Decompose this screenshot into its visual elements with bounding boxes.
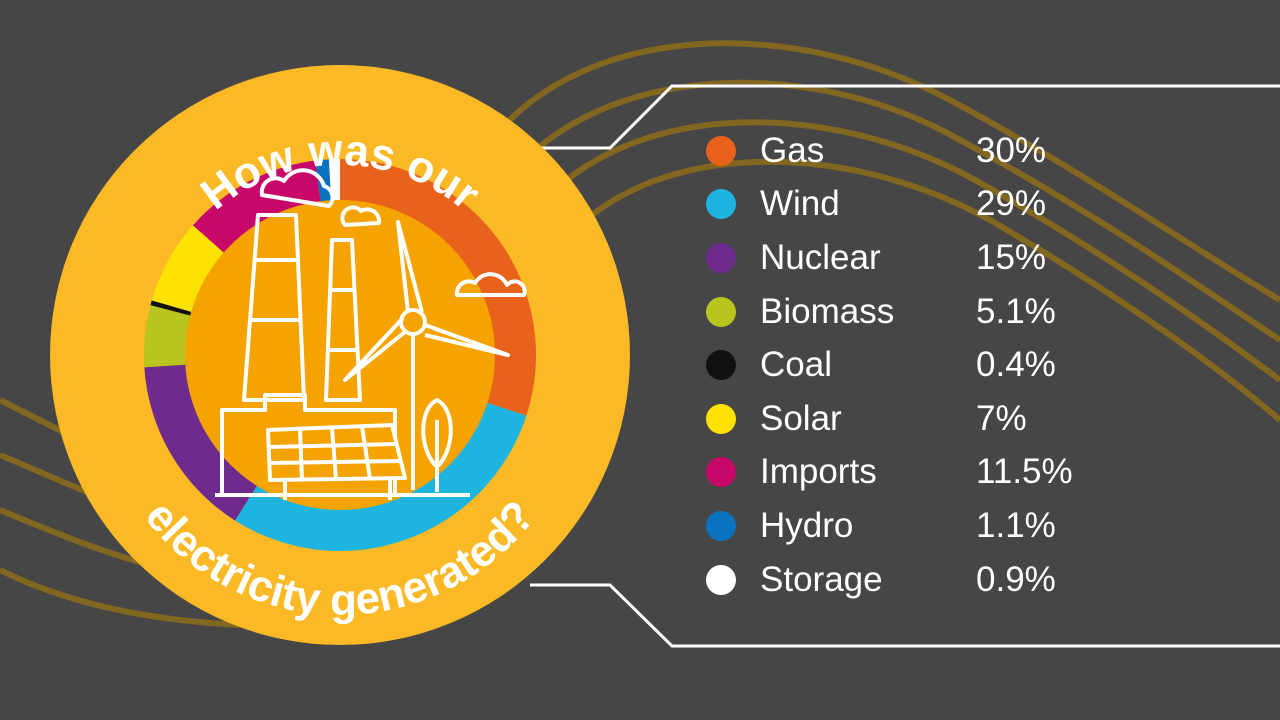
wave-line xyxy=(0,567,241,628)
smoke-cloud-icon xyxy=(340,205,382,227)
legend-label: Nuclear xyxy=(760,237,881,277)
legend-label: Storage xyxy=(760,559,883,599)
wave-line xyxy=(497,40,1280,303)
turbine-blade xyxy=(396,220,424,313)
wave-line xyxy=(542,119,1280,383)
legend-value: 5.1% xyxy=(976,291,1056,331)
tree-icon xyxy=(421,398,453,467)
donut-slice-imports xyxy=(192,160,323,263)
legend-swatch xyxy=(706,457,736,488)
legend-label: Solar xyxy=(760,398,842,438)
legend-swatch xyxy=(706,242,736,273)
solar-panel-grid xyxy=(330,427,338,480)
legend-swatch xyxy=(706,296,736,327)
frame-top-line xyxy=(535,84,1280,150)
turbine-blade xyxy=(424,323,510,357)
legend-value: 11.5% xyxy=(976,452,1073,492)
legend-item-imports: Imports 11.5% xyxy=(706,446,1126,500)
legend-label: Imports xyxy=(760,452,877,492)
legend-item-coal: Coal 0.4% xyxy=(706,338,1126,392)
legend-item-hydro: Hydro 1.1% xyxy=(706,499,1126,553)
legend-item-solar: Solar 7% xyxy=(706,392,1126,446)
legend-label: Coal xyxy=(760,345,832,385)
wave-line xyxy=(567,158,1280,423)
legend-swatch xyxy=(706,564,736,595)
legend-item-biomass: Biomass 5.1% xyxy=(706,285,1126,339)
legend-value: 15% xyxy=(976,237,1047,277)
legend-item-wind: Wind 29% xyxy=(706,178,1126,232)
legend-item-nuclear: Nuclear 15% xyxy=(706,231,1126,285)
legend: Gas 30% Wind 29% Nuclear 15% Biomass 5.1% Coal 0.… xyxy=(706,124,1126,606)
legend-label: Gas xyxy=(760,130,825,170)
donut-slice-nuclear xyxy=(144,363,265,521)
frame-bottom-line xyxy=(530,583,1280,648)
turbine-blade xyxy=(343,316,407,382)
donut-slice-wind xyxy=(234,398,527,551)
legend-swatch xyxy=(706,510,736,541)
wave-line xyxy=(517,79,1280,343)
legend-item-storage: Storage 0.9% xyxy=(706,553,1126,607)
legend-value: 0.4% xyxy=(976,345,1056,385)
legend-value: 7% xyxy=(976,398,1027,438)
legend-swatch xyxy=(706,189,736,220)
inner-disc xyxy=(185,200,495,510)
legend-label: Biomass xyxy=(760,291,895,331)
legend-frame xyxy=(530,84,1280,648)
legend-swatch xyxy=(706,135,736,166)
legend-value: 0.9% xyxy=(976,559,1056,599)
smoke-cloud-icon xyxy=(259,168,335,208)
building-icon xyxy=(220,393,397,495)
legend-value: 29% xyxy=(976,184,1047,224)
solar-panel-grid xyxy=(360,425,372,480)
legend-value: 30% xyxy=(976,130,1047,170)
power-station-icon xyxy=(215,168,527,500)
legend-swatch xyxy=(706,350,736,381)
legend-swatch xyxy=(706,403,736,434)
chimney-icon xyxy=(324,238,362,402)
solar-panel-grid xyxy=(298,428,304,481)
cloud-icon xyxy=(454,272,527,297)
legend-label: Hydro xyxy=(760,505,854,545)
legend-item-gas: Gas 30% xyxy=(706,124,1126,178)
legend-value: 1.1% xyxy=(976,505,1056,545)
legend-label: Wind xyxy=(760,184,840,224)
